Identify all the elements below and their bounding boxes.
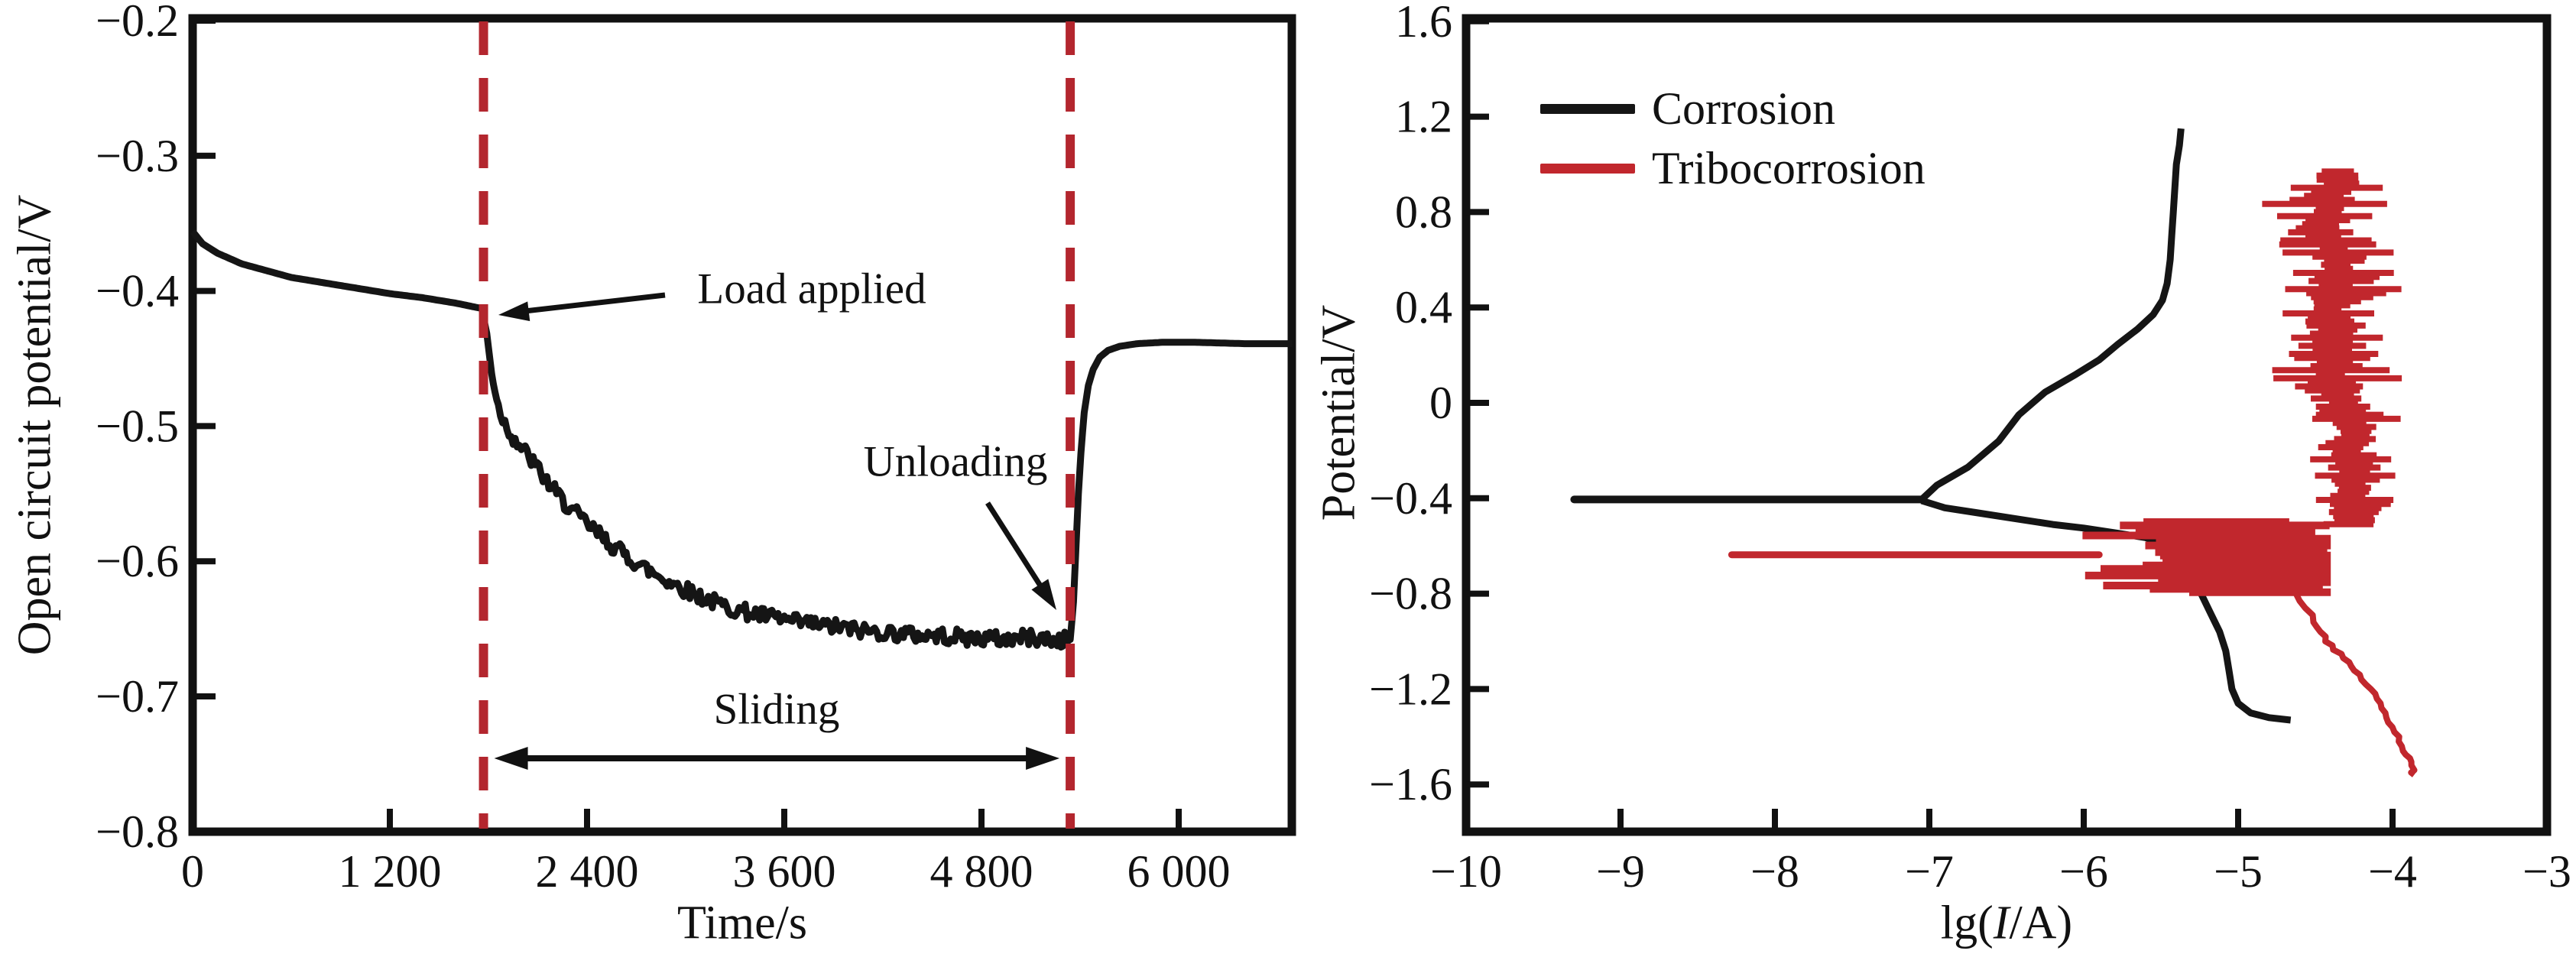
left-y-tick-label: −0.2	[96, 0, 179, 46]
unloading-arrowhead	[1031, 579, 1056, 610]
tribocorrosion-line-swatch	[1540, 163, 1635, 174]
right-x-tick-label: −9	[1596, 846, 1645, 897]
left-x-tick-label: 3 600	[733, 846, 836, 897]
corrosion-line-swatch	[1540, 103, 1635, 114]
left-x-axis-title: Time/s	[676, 897, 808, 949]
polarization-chart: 1.6 1.2 0.8 0.4 0 −0.4 −0.8 −1.2 −1.6 −10 −9 −8 −7 −6…	[1299, 0, 2576, 954]
right-y-tick-label: −0.8	[1369, 569, 1452, 619]
tribocorrosion-cathodic-tail	[2293, 592, 2418, 777]
right-plot-frame	[1462, 14, 2552, 836]
tribocorrosion-noise-band	[2262, 168, 2402, 527]
left-y-tick-label: −0.4	[96, 266, 179, 316]
right-x-tick-label: −5	[2214, 846, 2263, 897]
sliding-arrowhead-left	[494, 747, 528, 770]
left-y-tick-label: −0.6	[96, 536, 179, 586]
right-x-tick-label: −3	[2522, 846, 2571, 897]
right-x-tick-label: −10	[1430, 846, 1502, 897]
legend-label-corrosion: Corrosion	[1652, 83, 1835, 134]
lg-label-suffix: /A)	[2009, 897, 2073, 949]
right-y-tick-label: −0.4	[1369, 473, 1452, 524]
left-x-tick-label: 0	[181, 846, 204, 897]
right-y-tick-label: 1.2	[1395, 92, 1452, 142]
legend-label-tribocorrosion: Tribocorrosion	[1652, 143, 1926, 193]
load-applied-annotation: Load applied	[697, 264, 926, 313]
left-y-tick-label: −0.7	[96, 671, 179, 722]
load-applied-arrowhead	[498, 301, 530, 322]
right-y-tick-label: 1.6	[1395, 0, 1452, 47]
sliding-annotation: Sliding	[713, 685, 840, 734]
left-y-tick-label: −0.8	[96, 806, 179, 857]
left-y-axis-title: Open circuit potential/V	[8, 194, 61, 656]
right-x-tick-label: −7	[1905, 846, 1954, 897]
left-x-tick-label: 4 800	[930, 846, 1033, 897]
unloading-arrow-shaft	[985, 501, 1046, 593]
sliding-arrowhead-right	[1026, 747, 1060, 770]
right-y-tick-label: 0	[1429, 378, 1452, 428]
right-y-axis-title: Potential/V	[1312, 304, 1365, 521]
right-y-tick-label: 0.8	[1395, 187, 1452, 237]
lg-label-prefix: lg(	[1940, 897, 1994, 949]
left-x-tick-label: 6 000	[1127, 846, 1231, 897]
right-x-tick-label: −4	[2368, 846, 2417, 897]
left-y-tick-label: −0.5	[96, 401, 179, 451]
load-applied-arrow-shaft	[517, 292, 666, 315]
ocp-curve	[190, 229, 1294, 651]
corrosion-anodic-branch	[1919, 128, 2185, 502]
right-y-tick-label: −1.6	[1369, 759, 1452, 810]
right-x-axis-title: lg(I/A)	[1941, 897, 2072, 951]
right-y-tick-label: 0.4	[1395, 282, 1452, 333]
tribocorrosion-noise-blob	[2082, 518, 2331, 596]
right-x-tick-label: −8	[1750, 846, 1799, 897]
legend-item-corrosion: Corrosion	[1540, 86, 1835, 131]
left-x-tick-label: 2 400	[536, 846, 639, 897]
lg-label-current-symbol: I	[1993, 897, 2010, 949]
ocp-chart-svg: −0.2 −0.3 −0.4 −0.5 −0.6 −0.7 −0.80 1 200 2 400 3…	[96, 0, 1296, 897]
legend-item-tribocorrosion: Tribocorrosion	[1540, 145, 1926, 191]
polarization-chart-svg: 1.6 1.2 0.8 0.4 0 −0.4 −0.8 −1.2 −1.6 −10 −9 −8 −7 −6…	[1369, 0, 2571, 897]
unloading-annotation: Unloading	[863, 437, 1048, 486]
left-y-tick-label: −0.3	[96, 131, 179, 181]
right-x-tick-label: −6	[2059, 846, 2108, 897]
right-y-tick-label: −1.2	[1369, 664, 1452, 714]
ocp-time-chart: −0.2 −0.3 −0.4 −0.5 −0.6 −0.7 −0.8 0 1 200 2 400 3…	[8, 0, 1296, 949]
left-x-tick-label: 1 200	[339, 846, 442, 897]
